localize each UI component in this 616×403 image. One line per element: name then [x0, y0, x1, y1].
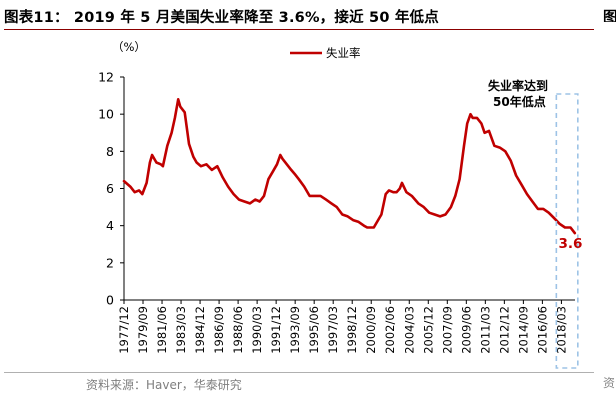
x-tick-label: 1990/03 — [250, 306, 264, 354]
title-rule — [4, 29, 594, 30]
highlight-box — [555, 93, 579, 369]
x-tick-label: 1977/12 — [117, 306, 131, 354]
y-tick-label: 8 — [106, 144, 114, 159]
x-tick-label: 1979/09 — [136, 306, 150, 354]
x-tick-label: 2007/09 — [440, 306, 454, 354]
annotation-text-line1: 失业率达到 — [488, 78, 548, 93]
last-value-label: 3.6 — [559, 236, 583, 252]
adjacent-source-fragment: 资 — [603, 376, 616, 390]
y-tick-label: 12 — [98, 70, 114, 85]
adjacent-figure-title-fragment: 图 — [603, 10, 616, 22]
source-rule — [4, 372, 594, 373]
y-axis: 0 2 4 6 8 10 12 — [98, 70, 125, 308]
x-tick-label: 1991/12 — [269, 306, 283, 354]
x-tick-label: 2002/06 — [383, 306, 397, 354]
x-tick-label: 1997/03 — [326, 306, 340, 354]
source-note: 资料来源：Haver，华泰研究 — [86, 378, 242, 392]
y-tick-label: 4 — [106, 218, 114, 233]
legend-label: 失业率 — [326, 46, 361, 60]
x-tick-label: 1998/12 — [345, 306, 359, 354]
x-tick-label: 2016/06 — [535, 306, 549, 354]
x-tick-label: 1981/06 — [155, 306, 169, 354]
x-tick-label: 2004/03 — [402, 306, 416, 354]
x-tick-label: 1986/09 — [212, 306, 226, 354]
x-tick-label: 1984/12 — [193, 306, 207, 354]
y-tick-label: 10 — [98, 107, 114, 122]
x-tick-label: 1983/03 — [174, 306, 188, 354]
x-tick-label: 2000/09 — [364, 306, 378, 354]
annotation-text-line2: 50年低点 — [493, 94, 546, 109]
x-tick-label: 1993/09 — [288, 306, 302, 354]
x-tick-label: 1988/06 — [231, 306, 245, 354]
y-tick-label: 2 — [106, 255, 114, 270]
x-tick-label: 2018/03 — [554, 306, 568, 354]
x-axis: 1977/12 1979/09 1981/06 1983/03 1984/12 1986/… — [117, 299, 575, 354]
legend: 失业率 — [290, 46, 361, 60]
x-tick-label: 2011/03 — [478, 306, 492, 354]
figure-title: 图表11： 2019 年 5 月美国失业率降至 3.6%，接近 50 年低点 — [4, 10, 439, 26]
y-tick-label: 6 — [106, 181, 114, 196]
series-layer — [122, 98, 577, 235]
x-tick-label: 1995/06 — [307, 306, 321, 354]
x-tick-label: 2014/09 — [516, 306, 530, 354]
x-tick-label: 2005/12 — [421, 306, 435, 354]
x-tick-label: 2009/06 — [459, 306, 473, 354]
x-tick-label: 2012/12 — [497, 306, 511, 354]
y-axis-unit-label: （%） — [112, 40, 146, 54]
series-line — [122, 98, 577, 235]
y-tick-label: 0 — [106, 293, 114, 308]
